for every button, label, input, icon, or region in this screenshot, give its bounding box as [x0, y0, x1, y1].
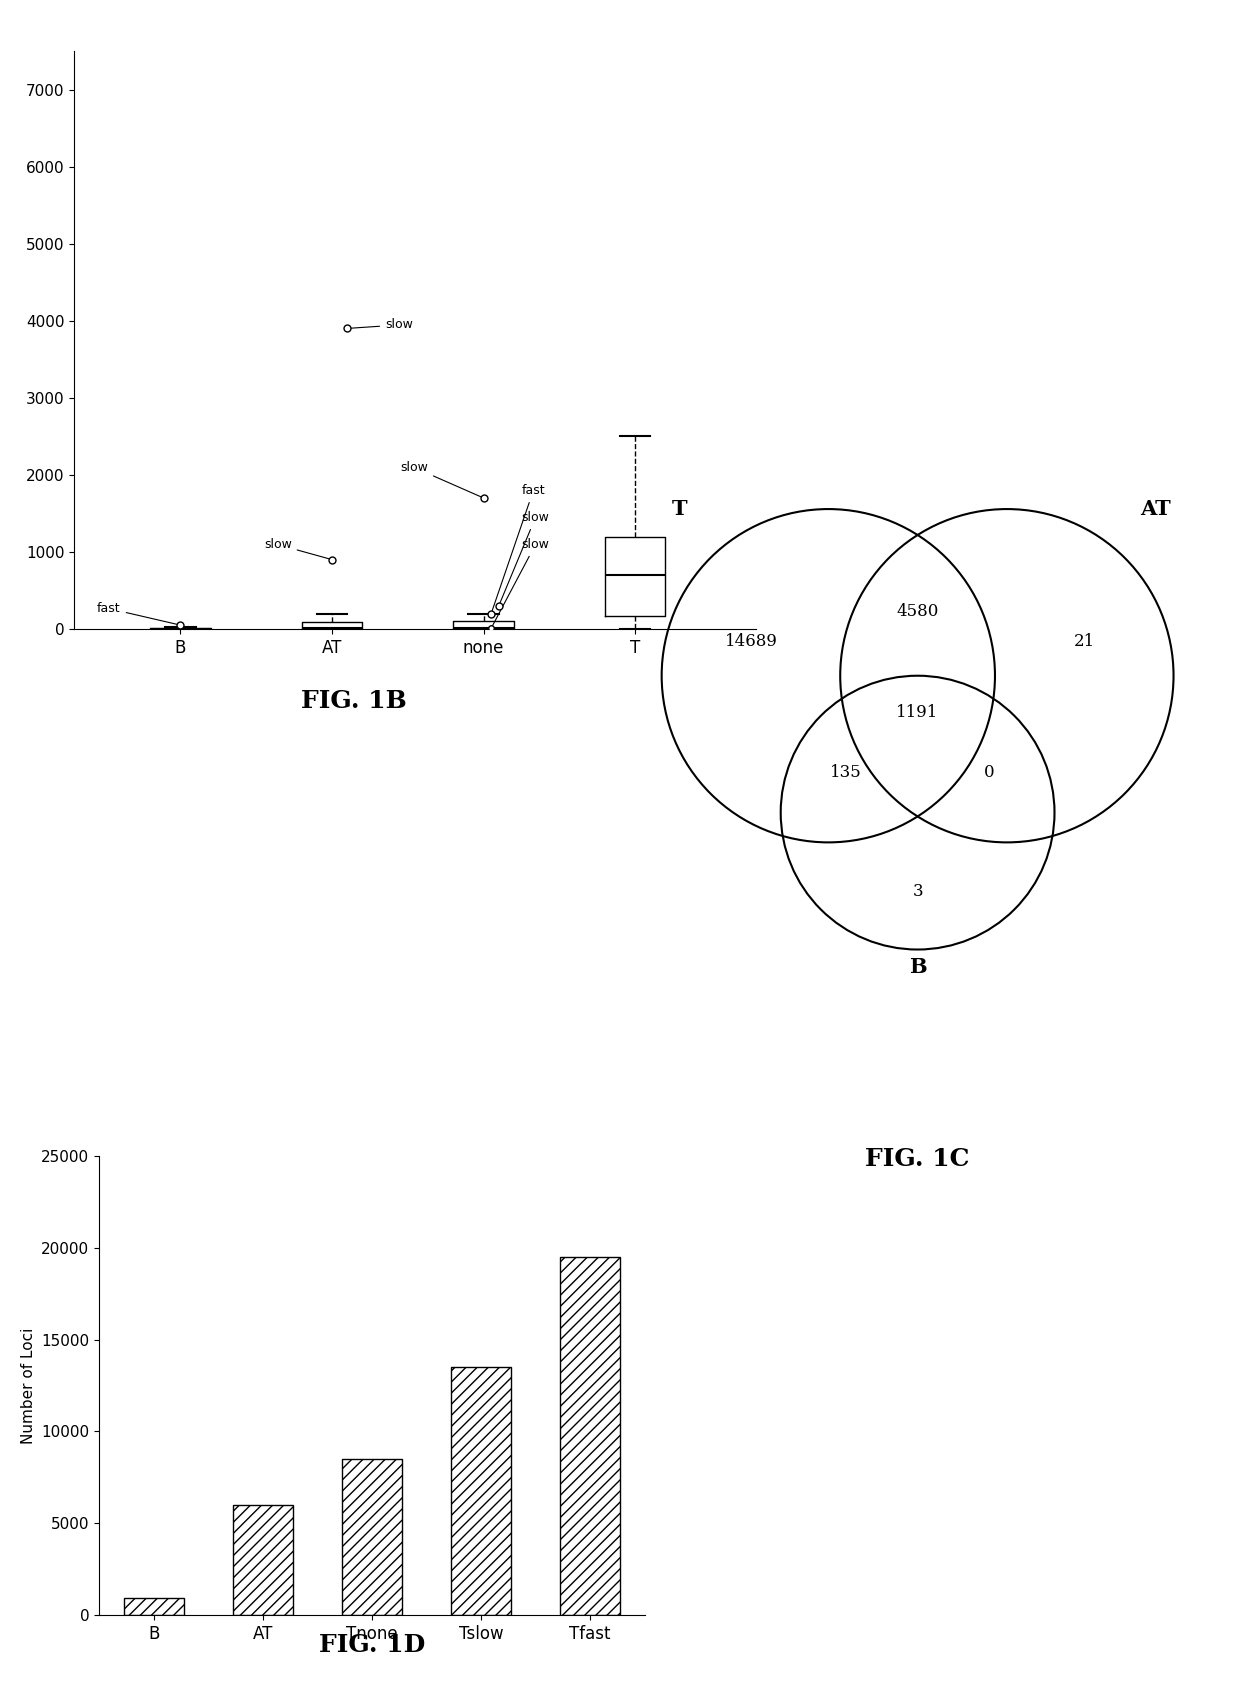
Bar [560, 1256, 620, 1615]
Text: 0: 0 [983, 763, 994, 780]
Bar [451, 1367, 511, 1615]
Text: 14689: 14689 [724, 632, 777, 649]
Text: FIG. 1B: FIG. 1B [300, 688, 407, 712]
Text: 3: 3 [913, 882, 923, 899]
Text: T: T [672, 500, 687, 518]
Text: fast: fast [492, 484, 546, 610]
Bar [342, 1459, 402, 1615]
Y-axis label: Number of Loci: Number of Loci [21, 1328, 36, 1443]
Text: slow: slow [350, 318, 413, 332]
Text: FIG. 1C: FIG. 1C [866, 1148, 970, 1171]
Bar [233, 1504, 293, 1615]
Text: slow: slow [500, 512, 549, 604]
Text: fast: fast [97, 602, 177, 624]
Text: slow: slow [401, 461, 481, 496]
Text: 1191: 1191 [897, 704, 939, 721]
Bar [124, 1598, 184, 1615]
Text: slow: slow [492, 539, 549, 626]
Text: B: B [909, 957, 926, 977]
Text: AT: AT [1141, 500, 1171, 518]
Text: slow: slow [264, 539, 330, 559]
Text: 4580: 4580 [897, 604, 939, 620]
Text: 21: 21 [1074, 632, 1095, 649]
Text: 135: 135 [831, 763, 862, 780]
Text: FIG. 1D: FIG. 1D [319, 1634, 425, 1658]
